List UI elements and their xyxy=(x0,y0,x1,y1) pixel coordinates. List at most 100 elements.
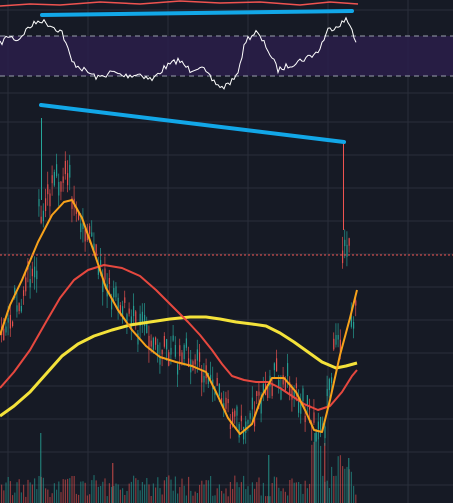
volume-bar xyxy=(139,490,141,503)
moving-averages xyxy=(0,199,358,435)
candle-body xyxy=(236,406,238,416)
candle-body xyxy=(258,391,260,396)
volume-bar xyxy=(315,429,317,503)
candle-body xyxy=(56,164,58,177)
candle-body xyxy=(20,306,22,312)
volume-bar xyxy=(67,478,69,503)
candle-body xyxy=(188,358,190,367)
candle-body xyxy=(324,426,326,439)
volume-bar xyxy=(291,478,293,503)
volume-bar xyxy=(170,479,172,503)
candle-body xyxy=(71,197,73,209)
volume-bar xyxy=(234,475,236,503)
volume-bar xyxy=(350,471,352,503)
volume-bar xyxy=(34,478,36,503)
candle-body xyxy=(287,363,289,377)
volume-bar xyxy=(104,478,106,503)
candle-body xyxy=(271,383,273,396)
volume-spike xyxy=(324,443,326,503)
candle-body xyxy=(40,216,42,223)
candle-body xyxy=(122,306,124,319)
volume-bar xyxy=(306,488,308,503)
candle-body xyxy=(170,347,172,355)
candle-body xyxy=(7,317,9,323)
candle-body xyxy=(355,300,357,306)
candle-body xyxy=(280,387,282,400)
volume-bar xyxy=(124,495,126,503)
volume-bar xyxy=(14,492,16,503)
volume-bar xyxy=(212,495,214,503)
candle-body xyxy=(38,199,40,207)
volume-bar xyxy=(93,475,95,503)
volume-bar xyxy=(3,490,5,503)
rsi-line xyxy=(0,16,357,90)
volume-bar xyxy=(269,496,271,503)
volume-bar xyxy=(339,455,341,503)
candle-body xyxy=(201,370,203,383)
volume-bar xyxy=(188,476,190,503)
candle-body xyxy=(313,412,315,423)
candle-body xyxy=(104,268,106,280)
volume-bar xyxy=(342,466,344,503)
volume-bar xyxy=(214,495,216,503)
candle-body xyxy=(298,399,300,413)
volume-bar xyxy=(293,482,295,503)
volume-bar xyxy=(322,475,324,503)
volume-bar xyxy=(152,483,154,503)
candle-body xyxy=(78,211,80,220)
candle-body xyxy=(284,377,286,391)
candle-body xyxy=(249,413,251,419)
candle-body xyxy=(25,277,27,292)
candle-body xyxy=(289,382,291,396)
candle-body xyxy=(295,383,297,389)
candle-body xyxy=(5,326,7,333)
volume-bar xyxy=(311,444,313,503)
volume-bar xyxy=(280,491,282,503)
volume-spike xyxy=(40,433,42,503)
candle-body xyxy=(256,391,258,396)
volume-bar xyxy=(245,489,247,503)
volume-bar xyxy=(183,485,185,503)
candle-body xyxy=(36,270,38,280)
volume-bar xyxy=(122,488,124,503)
candle-body xyxy=(67,173,69,186)
price-trendline xyxy=(39,103,346,144)
candle-body xyxy=(137,333,139,345)
candle-body xyxy=(245,421,247,433)
candle-body xyxy=(291,386,293,400)
volume-bar xyxy=(346,466,348,503)
volume-bar xyxy=(84,482,86,503)
volume-bar xyxy=(163,480,165,503)
volume-bar xyxy=(69,478,71,503)
volume-bar xyxy=(31,484,33,503)
candle-body xyxy=(135,311,137,326)
candle-body xyxy=(254,414,256,427)
volume-bar xyxy=(333,476,335,503)
candle-body xyxy=(300,402,302,414)
candle-body xyxy=(108,278,110,284)
volume-bar xyxy=(284,491,286,503)
candle-body xyxy=(177,364,179,375)
candle-body xyxy=(196,349,198,361)
candle-body xyxy=(115,286,117,298)
volume-bar xyxy=(247,486,249,503)
volume-bar xyxy=(20,492,22,503)
candle-body xyxy=(221,398,223,404)
candle-body xyxy=(315,433,317,442)
volume-bar xyxy=(38,476,40,503)
volume-bar xyxy=(289,480,291,503)
candle-body xyxy=(18,303,20,312)
candle-body xyxy=(183,345,185,360)
candle-body xyxy=(344,239,346,247)
candle-body xyxy=(232,411,234,426)
candle-body xyxy=(31,268,33,277)
volume-bar xyxy=(256,482,258,503)
candle-body xyxy=(62,176,64,183)
volume-spike xyxy=(268,455,270,503)
candle-body xyxy=(306,395,308,406)
volume-bar xyxy=(238,487,240,503)
candle-body xyxy=(161,349,163,355)
candle-body xyxy=(293,391,295,397)
